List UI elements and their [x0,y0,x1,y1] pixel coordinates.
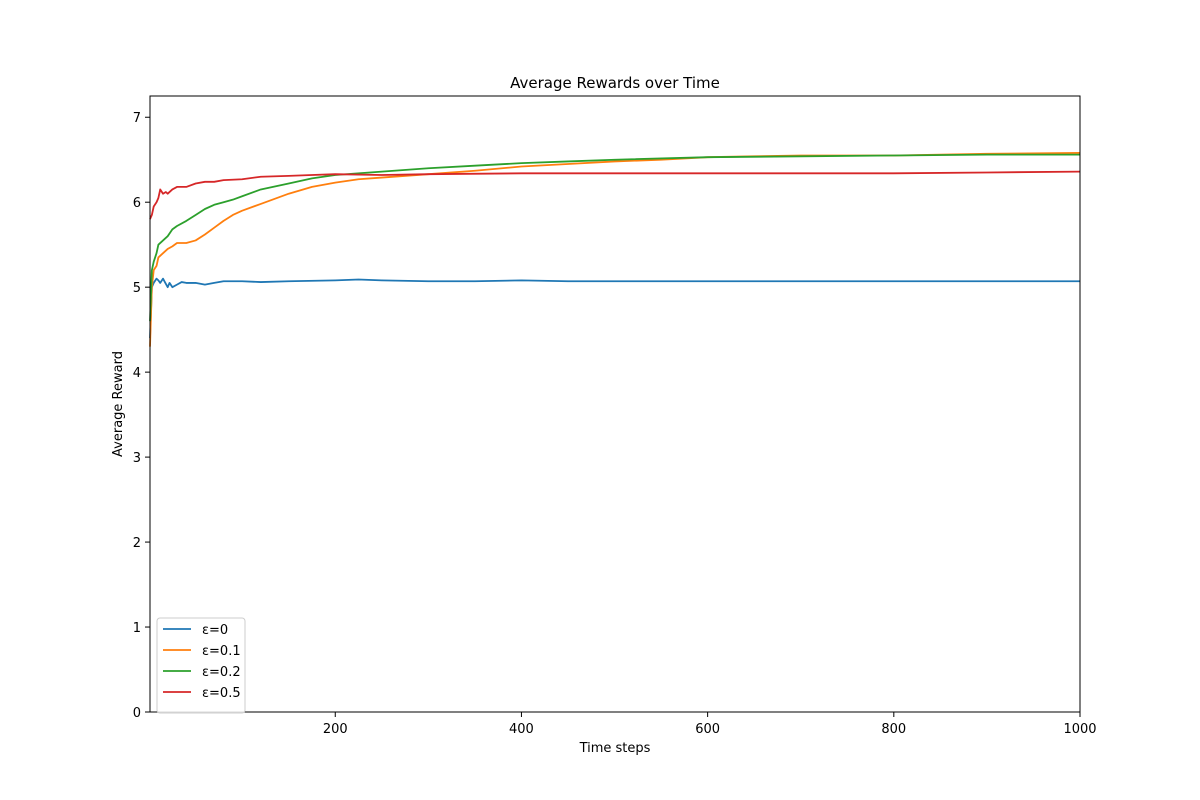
series-line-3 [149,170,1081,220]
series-line-0 [149,277,1080,339]
y-tick-label: 7 [133,111,141,126]
legend-box [156,617,246,714]
x-tick-label: 600 [695,722,720,737]
y-tick-label: 6 [133,196,141,211]
series-line-2 [149,153,1080,322]
legend-entry-label: ε=0 [202,623,228,638]
legend: ε=0 ε=0.1 ε=0.2 ε=0.5 [156,617,246,714]
y-tick-label: 1 [133,621,141,636]
x-tick-label: 400 [509,722,534,737]
y-tick-label: 5 [133,281,141,296]
series-line-1 [149,152,1081,347]
legend-entry-label: ε=0.5 [202,686,241,701]
legend-entry-label: ε=0.1 [202,644,241,659]
y-tick-label: 0 [133,706,141,721]
x-tick-label: 800 [881,722,906,737]
x-axis-ticks: 200 400 600 800 1000 [323,712,1097,737]
x-axis-label: Time steps [579,741,651,756]
x-tick-label: 1000 [1063,722,1096,737]
y-axis-label: Average Reward [111,351,126,457]
y-axis-ticks: 0 1 2 3 4 5 6 7 [133,111,150,721]
legend-entry-label: ε=0.2 [202,665,241,680]
plot-frame [149,95,1081,713]
series-lines [149,152,1081,347]
y-tick-label: 4 [133,366,141,381]
chart-title: Average Rewards over Time [510,74,720,92]
y-tick-label: 2 [133,536,141,551]
y-tick-label: 3 [133,451,141,466]
x-tick-label: 200 [323,722,348,737]
